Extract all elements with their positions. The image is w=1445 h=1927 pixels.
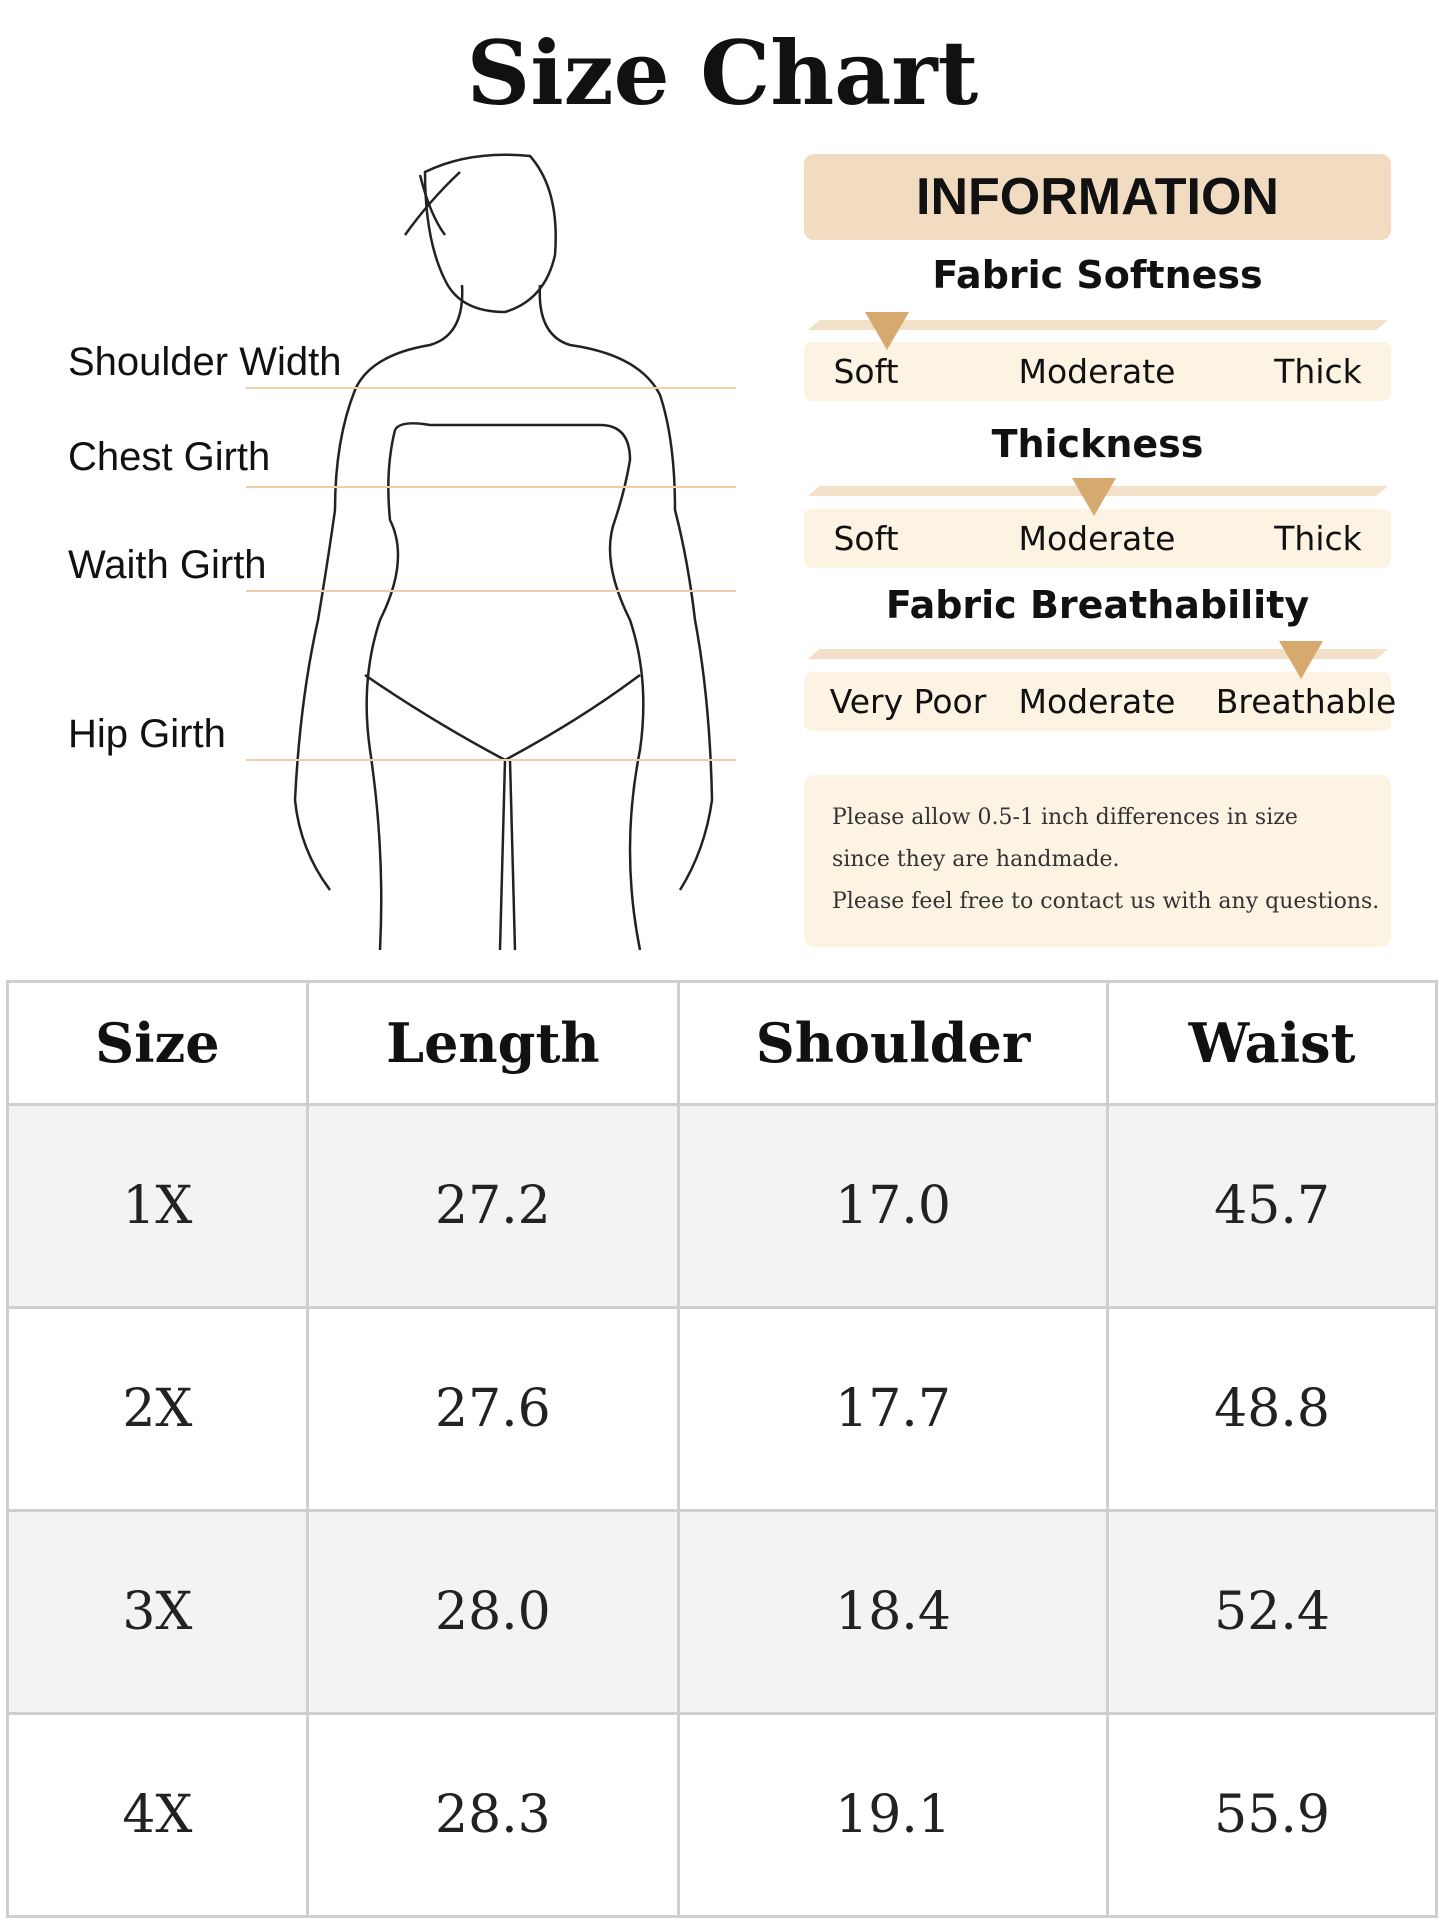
column-header: Size	[6, 980, 309, 1106]
size-table: Size Length Shoulder Waist 1X 27.2 17.0 45.7 2X…	[6, 980, 1438, 1918]
scale-labels: Very Poor Moderate Breathable	[804, 672, 1396, 731]
guide-line	[246, 486, 736, 488]
scale-label: Soft	[833, 519, 899, 558]
scale-label: Breathable	[1215, 682, 1397, 721]
body-figure-illustration	[293, 153, 714, 951]
scale-labels: Soft Moderate Thick	[804, 509, 1391, 568]
table-row: 1X 27.2 17.0 45.7	[6, 1103, 1438, 1309]
note-line: since they are handmade.	[832, 847, 1120, 872]
table-cell: 52.4	[1106, 1509, 1438, 1715]
guide-line	[246, 759, 736, 761]
table-cell: 55.9	[1106, 1712, 1438, 1918]
scale-label: Soft	[833, 352, 899, 391]
guide-line	[246, 590, 736, 592]
scale-label: Thick	[1274, 519, 1362, 558]
scale-title: Fabric Softness	[932, 253, 1263, 297]
guide-line	[246, 387, 736, 389]
measurement-label-hip: Hip Girth	[68, 712, 226, 756]
table-row: 3X 28.0 18.4 52.4	[6, 1509, 1438, 1715]
table-cell: 28.0	[305, 1509, 680, 1715]
table-cell: 27.6	[305, 1306, 680, 1512]
note-line: Please allow 0.5-1 inch differences in s…	[832, 805, 1298, 830]
scale-labels: Soft Moderate Thick	[804, 342, 1391, 401]
scale-indicator-triangle-icon	[1279, 641, 1323, 679]
measurement-label-chest: Chest Girth	[68, 435, 271, 479]
scale-label: Moderate	[1018, 352, 1176, 391]
table-cell: 19.1	[676, 1712, 1110, 1918]
table-cell: 17.7	[676, 1306, 1110, 1512]
column-header: Shoulder	[676, 980, 1110, 1106]
table-cell: 45.7	[1106, 1103, 1438, 1309]
scale-title: Thickness	[991, 422, 1204, 466]
scale-indicator-triangle-icon	[865, 312, 909, 350]
table-header-row: Size Length Shoulder Waist	[6, 980, 1438, 1106]
scale-label: Thick	[1274, 352, 1362, 391]
note-line: Please feel free to contact us with any …	[832, 889, 1380, 914]
scale-label: Moderate	[1018, 682, 1176, 721]
table-cell: 4X	[6, 1712, 309, 1918]
scale-title: Fabric Breathability	[885, 583, 1310, 627]
table-cell: 3X	[6, 1509, 309, 1715]
scale-bar	[808, 649, 1388, 659]
column-header: Waist	[1106, 980, 1438, 1106]
table-cell: 27.2	[305, 1103, 680, 1309]
scale-indicator-triangle-icon	[1072, 478, 1116, 516]
scale-bar	[808, 320, 1388, 330]
table-cell: 48.8	[1106, 1306, 1438, 1512]
scale-label: Moderate	[1018, 519, 1176, 558]
scale-label: Very Poor	[829, 682, 987, 721]
page-title: Size Chart	[466, 21, 979, 125]
table-cell: 18.4	[676, 1509, 1110, 1715]
column-header: Length	[305, 980, 680, 1106]
information-header: INFORMATION	[804, 154, 1391, 240]
measurement-label-waist: Waith Girth	[68, 543, 267, 587]
table-cell: 2X	[6, 1306, 309, 1512]
table-cell: 17.0	[676, 1103, 1110, 1309]
table-cell: 28.3	[305, 1712, 680, 1918]
table-row: 4X 28.3 19.1 55.9	[6, 1712, 1438, 1918]
measurement-label-shoulder: Shoulder Width	[68, 340, 342, 384]
table-cell: 1X	[6, 1103, 309, 1309]
note-box: Please allow 0.5-1 inch differences in s…	[804, 775, 1391, 947]
table-row: 2X 27.6 17.7 48.8	[6, 1306, 1438, 1512]
